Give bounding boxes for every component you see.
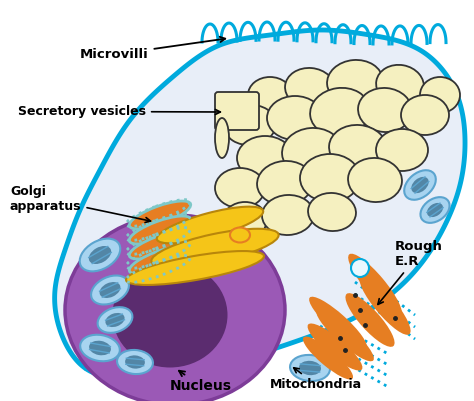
- Ellipse shape: [404, 170, 436, 200]
- Text: Golgi
apparatus: Golgi apparatus: [10, 185, 150, 223]
- Ellipse shape: [351, 259, 369, 277]
- Ellipse shape: [224, 105, 276, 145]
- Text: Mitochondria: Mitochondria: [270, 368, 362, 391]
- Ellipse shape: [151, 229, 279, 267]
- Ellipse shape: [80, 335, 120, 361]
- Polygon shape: [55, 30, 465, 377]
- Ellipse shape: [282, 128, 342, 176]
- Ellipse shape: [129, 246, 191, 274]
- Ellipse shape: [420, 77, 460, 113]
- Ellipse shape: [89, 246, 111, 264]
- Ellipse shape: [257, 161, 313, 205]
- Ellipse shape: [359, 275, 410, 335]
- Ellipse shape: [129, 231, 191, 259]
- Ellipse shape: [262, 195, 314, 235]
- Ellipse shape: [303, 336, 353, 379]
- Ellipse shape: [215, 168, 265, 208]
- Ellipse shape: [129, 201, 191, 229]
- Ellipse shape: [290, 355, 330, 381]
- Ellipse shape: [89, 341, 111, 355]
- Ellipse shape: [427, 203, 443, 217]
- Ellipse shape: [358, 88, 412, 132]
- Text: Microvilli: Microvilli: [80, 37, 225, 61]
- Ellipse shape: [129, 216, 191, 244]
- Ellipse shape: [215, 118, 229, 158]
- Ellipse shape: [376, 129, 428, 171]
- Ellipse shape: [157, 207, 263, 243]
- Ellipse shape: [285, 68, 335, 108]
- Ellipse shape: [80, 239, 120, 271]
- Ellipse shape: [105, 313, 125, 327]
- Ellipse shape: [300, 154, 360, 202]
- Ellipse shape: [230, 227, 250, 243]
- Ellipse shape: [329, 125, 387, 171]
- Ellipse shape: [112, 263, 228, 367]
- Ellipse shape: [126, 251, 264, 285]
- Ellipse shape: [299, 361, 321, 375]
- Text: Nucleus: Nucleus: [170, 371, 232, 393]
- Ellipse shape: [309, 297, 367, 349]
- Ellipse shape: [327, 60, 383, 104]
- Ellipse shape: [411, 177, 428, 193]
- Ellipse shape: [125, 355, 145, 369]
- Ellipse shape: [401, 95, 449, 135]
- Ellipse shape: [308, 193, 356, 231]
- Ellipse shape: [267, 96, 323, 140]
- Ellipse shape: [65, 215, 285, 401]
- Ellipse shape: [316, 309, 374, 361]
- Ellipse shape: [223, 202, 267, 238]
- Ellipse shape: [248, 77, 292, 113]
- Ellipse shape: [117, 350, 153, 374]
- Ellipse shape: [100, 282, 120, 298]
- Ellipse shape: [310, 88, 370, 136]
- Text: Rough
E.R: Rough E.R: [378, 240, 443, 304]
- Ellipse shape: [237, 136, 293, 180]
- Ellipse shape: [346, 293, 394, 347]
- Ellipse shape: [348, 254, 402, 316]
- Ellipse shape: [348, 158, 402, 202]
- Ellipse shape: [376, 65, 424, 105]
- Ellipse shape: [91, 275, 129, 304]
- Ellipse shape: [420, 197, 449, 223]
- Ellipse shape: [98, 307, 132, 333]
- FancyBboxPatch shape: [215, 92, 259, 130]
- Text: Secretory vesicles: Secretory vesicles: [18, 105, 220, 118]
- Ellipse shape: [308, 324, 363, 371]
